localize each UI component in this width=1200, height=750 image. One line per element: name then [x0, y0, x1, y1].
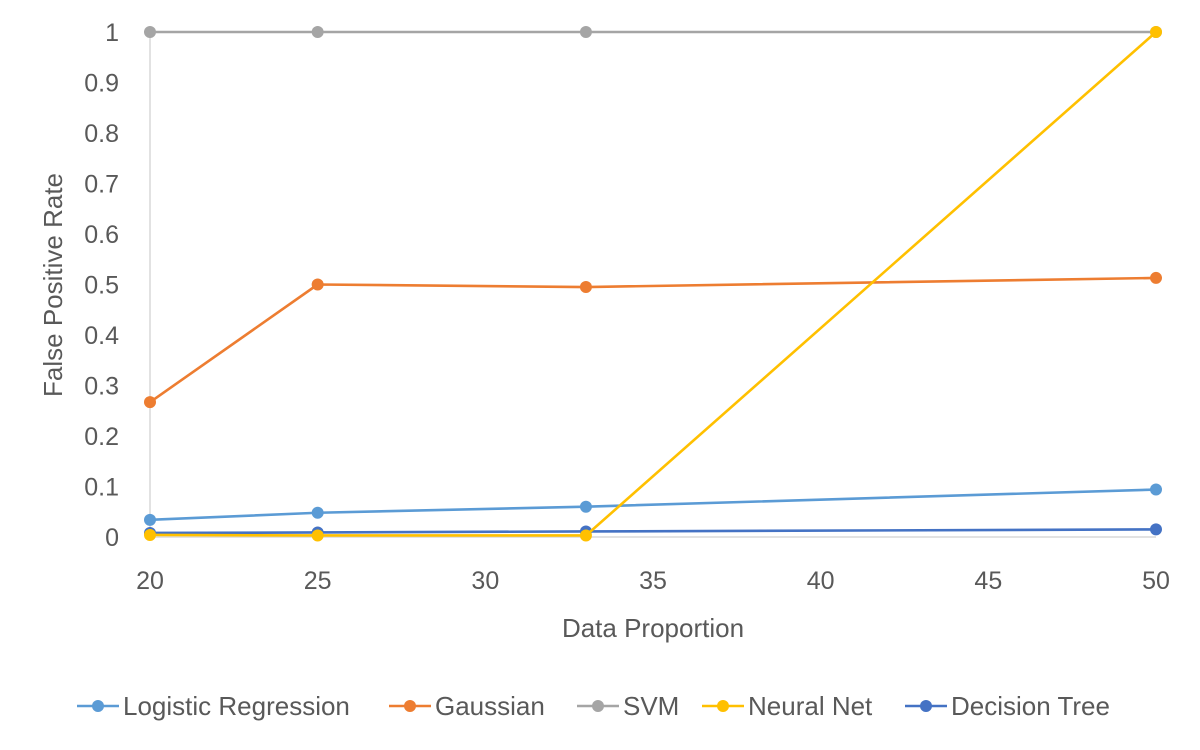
data-point: [1150, 271, 1162, 284]
y-tick-label: 0.4: [84, 322, 119, 350]
legend-marker: [404, 700, 416, 712]
legend-item: Neural Net: [702, 691, 873, 721]
x-tick-label: 20: [136, 567, 164, 595]
series-line: [149, 31, 1157, 537]
series-logistic-regression: [144, 483, 1162, 526]
data-point: [311, 529, 324, 542]
data-point: [311, 278, 324, 291]
legend: Logistic Regression Gaussian SVM Neural Net…: [77, 691, 1110, 721]
y-tick-label: 0: [105, 524, 119, 552]
x-tick-label: 45: [974, 567, 1002, 595]
x-tick-label: 50: [1142, 567, 1170, 595]
data-point: [144, 528, 156, 541]
y-tick-label: 0.2: [84, 423, 119, 451]
y-tick-label: 0.6: [84, 221, 119, 249]
data-point: [1150, 483, 1162, 496]
series-layer: [144, 26, 1162, 542]
data-point: [579, 529, 592, 542]
y-tick-label: 0.3: [84, 373, 119, 401]
legend-item: Logistic Regression: [77, 691, 350, 721]
legend-label: SVM: [623, 691, 679, 721]
legend-marker: [717, 700, 729, 712]
x-tick-label: 35: [639, 567, 667, 595]
legend-marker: [920, 700, 932, 712]
legend-marker: [92, 700, 104, 712]
series-line: [149, 276, 1157, 404]
data-point: [1150, 26, 1162, 38]
y-tick-label: 0.5: [84, 272, 119, 300]
data-point: [311, 26, 324, 38]
series-neural-net: [144, 26, 1162, 542]
x-axis-title: Data Proportion: [562, 613, 744, 643]
series-line: [149, 528, 1157, 535]
series-gaussian: [144, 271, 1162, 409]
x-tick-labels: 20 25 30 35 40 45 50: [136, 567, 1170, 595]
data-point: [1150, 523, 1162, 536]
legend-item: SVM: [577, 691, 679, 721]
legend-item: Gaussian: [389, 691, 545, 721]
data-point: [579, 281, 592, 294]
legend-label: Decision Tree: [951, 691, 1110, 721]
y-tick-label: 0.1: [84, 474, 119, 502]
data-point: [579, 26, 592, 38]
data-point: [579, 500, 592, 513]
legend-label: Neural Net: [748, 691, 873, 721]
series-line: [149, 488, 1157, 522]
legend-marker: [592, 700, 604, 712]
data-point: [144, 396, 156, 409]
y-tick-label: 0.8: [84, 120, 119, 148]
data-point: [144, 26, 156, 38]
legend-label: Logistic Regression: [123, 691, 350, 721]
legend-item: Decision Tree: [905, 691, 1110, 721]
y-tick-label: 1: [105, 19, 119, 47]
y-tick-labels: 0 0.1 0.2 0.3 0.4 0.5 0.6 0.7 0.8 0.9 1: [84, 19, 119, 552]
y-tick-label: 0.9: [84, 70, 119, 98]
x-tick-label: 25: [304, 567, 332, 595]
y-axis-title: False Positive Rate: [38, 173, 68, 397]
series-svm: [144, 26, 1162, 38]
x-tick-label: 30: [471, 567, 499, 595]
legend-label: Gaussian: [435, 691, 545, 721]
y-tick-label: 0.7: [84, 171, 119, 199]
x-tick-label: 40: [807, 567, 835, 595]
data-point: [144, 513, 156, 526]
data-point: [311, 506, 324, 519]
